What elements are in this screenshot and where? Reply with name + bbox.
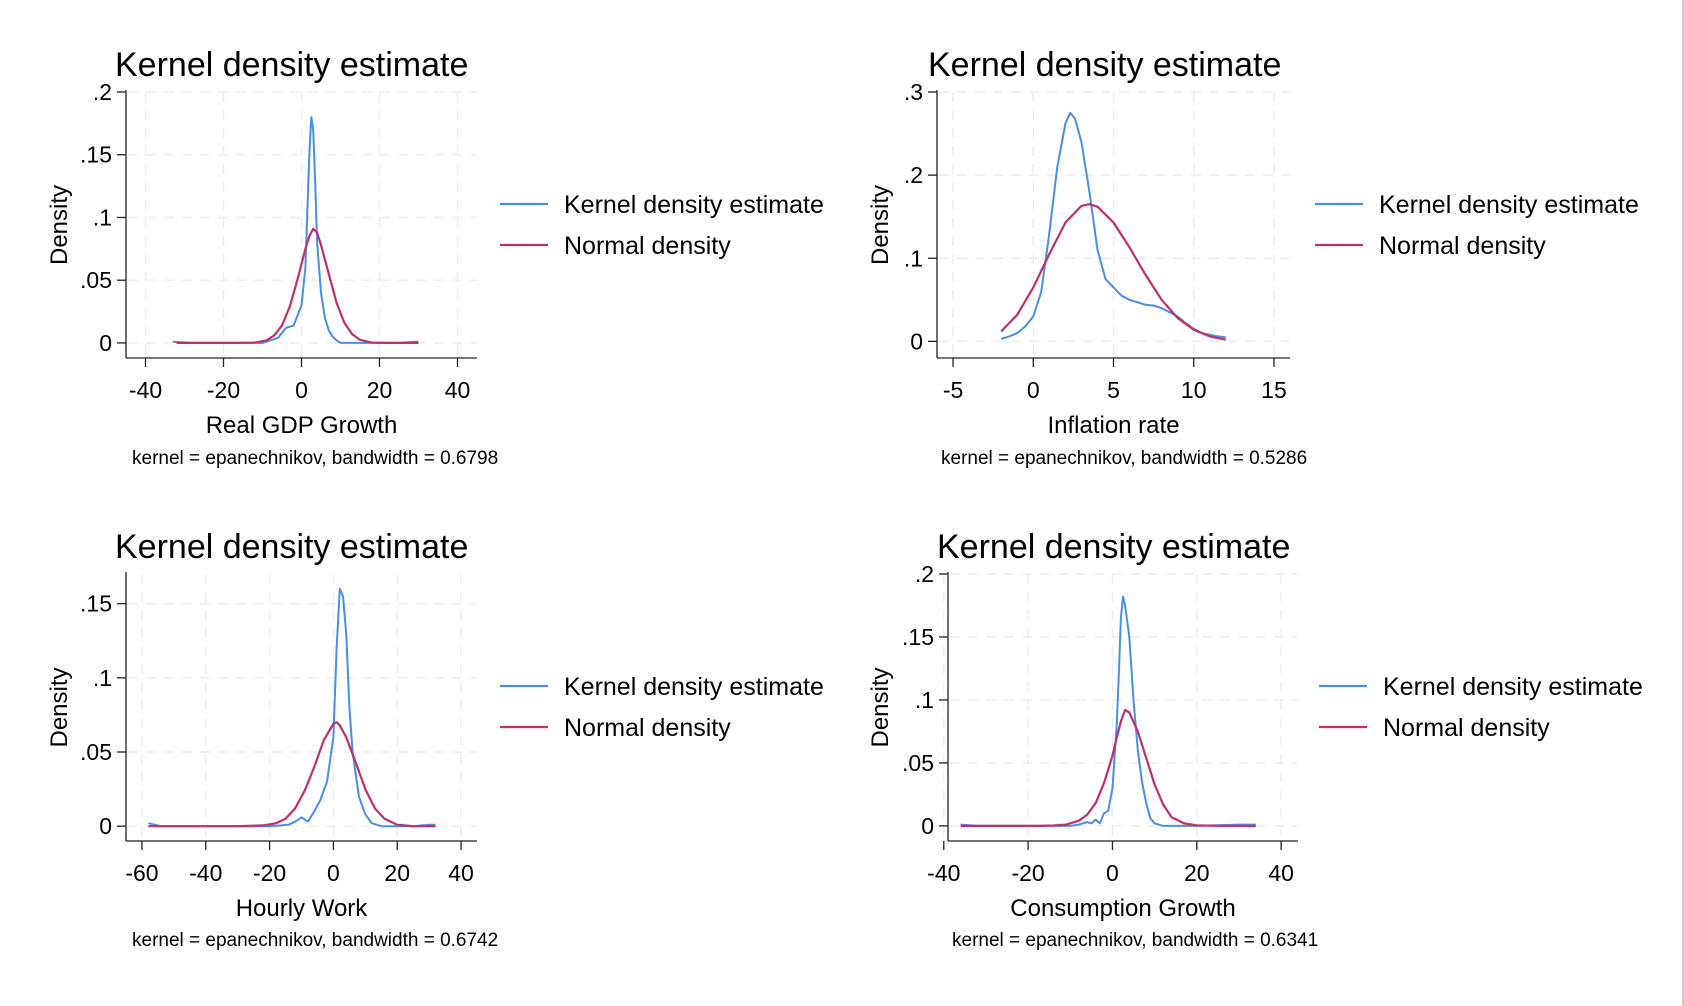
- y-tick-label: .2: [915, 561, 934, 587]
- legend-entry: Kernel density estimate: [564, 673, 824, 701]
- chart-title: Kernel density estimate: [937, 528, 1290, 566]
- y-tick-label: 0: [910, 328, 923, 354]
- legend-entry: Kernel density estimate: [564, 191, 824, 219]
- x-tick-label: 20: [367, 377, 393, 403]
- y-tick-label: .15: [80, 142, 112, 168]
- x-tick-label: 10: [1181, 377, 1207, 403]
- legend: Kernel density estimate Normal density: [1319, 673, 1643, 742]
- y-tick-label: .05: [902, 750, 934, 776]
- kernel-note: kernel = epanechnikov, bandwidth = 0.634…: [952, 930, 1318, 951]
- y-axis-label: Density: [46, 185, 73, 265]
- x-tick-label: -20: [207, 377, 240, 403]
- y-tick-label: .15: [902, 624, 934, 650]
- legend-entry: Kernel density estimate: [1379, 191, 1639, 219]
- x-tick-label: -5: [943, 377, 963, 403]
- x-tick-label: 15: [1261, 377, 1287, 403]
- x-tick-label: 0: [327, 860, 340, 886]
- x-axis-label: Consumption Growth: [1010, 895, 1235, 922]
- y-tick-label: 0: [921, 813, 934, 839]
- x-tick-label: 40: [1268, 860, 1294, 886]
- legend: Kernel density estimate Normal density: [1315, 191, 1639, 260]
- x-tick-label: -40: [927, 860, 960, 886]
- x-axis-label: Inflation rate: [1047, 412, 1179, 439]
- kernel-note: kernel = epanechnikov, bandwidth = 0.679…: [132, 448, 498, 469]
- x-tick-label: 20: [1184, 860, 1210, 886]
- y-tick-label: .15: [80, 591, 112, 617]
- x-tick-label: 5: [1107, 377, 1120, 403]
- kernel-note: kernel = epanechnikov, bandwidth = 0.528…: [941, 448, 1307, 469]
- x-tick-label: 0: [1027, 377, 1040, 403]
- y-tick-label: 0: [99, 813, 112, 839]
- kde-series-line: [172, 116, 419, 344]
- normal-series-line: [176, 227, 419, 344]
- chart-title: Kernel density estimate: [115, 528, 468, 566]
- kde-series-line: [960, 595, 1256, 827]
- y-axis-label: Density: [867, 185, 894, 265]
- y-tick-label: .1: [904, 245, 923, 271]
- kernel-note: kernel = epanechnikov, bandwidth = 0.674…: [132, 930, 498, 951]
- legend-entry: Normal density: [564, 232, 731, 260]
- x-tick-label: 0: [295, 377, 308, 403]
- legend: Kernel density estimate Normal density: [500, 191, 824, 260]
- y-tick-label: 0: [99, 330, 112, 356]
- legend-entry: Normal density: [564, 714, 731, 742]
- normal-series-line: [1000, 203, 1227, 341]
- y-tick-label: .05: [80, 267, 112, 293]
- legend-entry: Kernel density estimate: [1383, 673, 1643, 701]
- x-tick-label: -20: [1011, 860, 1044, 886]
- x-tick-label: -60: [125, 860, 158, 886]
- x-tick-label: 40: [448, 860, 474, 886]
- x-tick-label: -40: [189, 860, 222, 886]
- y-tick-label: .2: [904, 162, 923, 188]
- x-tick-label: 20: [384, 860, 410, 886]
- y-tick-label: .3: [904, 79, 923, 105]
- y-tick-label: .1: [93, 204, 112, 230]
- x-tick-label: -40: [129, 377, 162, 403]
- y-tick-label: .1: [93, 665, 112, 691]
- x-axis-label: Real GDP Growth: [206, 412, 398, 439]
- x-axis-label: Hourly Work: [236, 895, 369, 922]
- kde-series-line: [148, 587, 436, 828]
- y-axis-label: Density: [867, 667, 894, 747]
- x-tick-label: 0: [1106, 860, 1119, 886]
- x-tick-label: -20: [253, 860, 286, 886]
- y-tick-label: .05: [80, 739, 112, 765]
- legend-entry: Normal density: [1383, 714, 1550, 742]
- y-tick-label: .2: [93, 79, 112, 105]
- y-tick-label: .1: [915, 687, 934, 713]
- chart-title: Kernel density estimate: [928, 46, 1281, 84]
- window-right-border: [1682, 0, 1684, 1006]
- legend-entry: Normal density: [1379, 232, 1546, 260]
- chart-title: Kernel density estimate: [115, 46, 468, 84]
- y-axis-label: Density: [46, 667, 73, 747]
- x-tick-label: 40: [445, 377, 471, 403]
- normal-series-line: [148, 721, 436, 828]
- legend: Kernel density estimate Normal density: [500, 673, 824, 742]
- normal-series-line: [960, 708, 1256, 828]
